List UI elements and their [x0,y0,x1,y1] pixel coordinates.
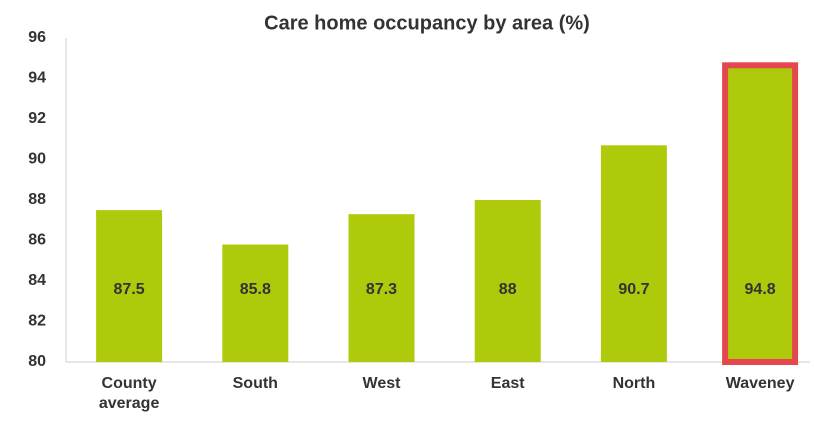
y-tick-label: 94 [28,70,46,87]
x-tick-label: West [362,375,401,392]
bar [222,244,289,362]
data-label: 88 [499,281,517,298]
x-tick-label: Waveney [725,375,795,392]
data-label: 87.3 [366,281,397,298]
y-tick-label: 88 [28,191,46,208]
bar [348,214,415,362]
data-label: 94.8 [745,281,776,298]
bar [96,210,163,362]
y-tick-label: 86 [28,232,46,249]
chart-title: Care home occupancy by area (%) [264,12,590,34]
bar [474,200,541,362]
y-tick-label: 84 [28,272,46,289]
y-tick-label: 92 [28,110,46,127]
y-tick-label: 96 [28,29,46,46]
x-tick-label: County average [98,375,160,412]
bar [722,62,799,366]
x-tick-label: North [612,375,656,392]
x-tick-label: South [232,375,278,392]
data-label: 90.7 [618,281,649,298]
x-tick-label: East [490,375,525,392]
y-tick-label: 82 [28,313,46,330]
y-tick-label: 80 [28,353,46,370]
data-label: 87.5 [114,281,145,298]
y-tick-label: 90 [28,151,46,168]
bar [600,145,667,362]
data-label: 85.8 [240,281,271,298]
